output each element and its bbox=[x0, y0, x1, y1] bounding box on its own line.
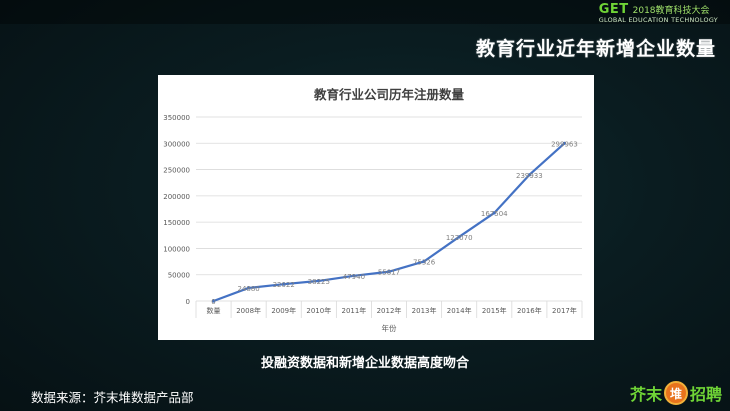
data-point bbox=[282, 282, 286, 286]
data-label: 122070 bbox=[446, 234, 473, 242]
data-source: 数据来源：芥末堆数据产品部 bbox=[31, 390, 194, 405]
x-tick-label: 2009年 bbox=[271, 306, 296, 315]
logo-mark: GET bbox=[598, 2, 629, 17]
x-tick-label: 2017年 bbox=[552, 306, 577, 315]
data-point bbox=[422, 259, 426, 264]
x-tick-label: 2016年 bbox=[517, 306, 542, 315]
brand-logo: 芥末 堆 招聘 bbox=[630, 381, 722, 405]
data-point bbox=[562, 141, 567, 145]
data-label: 32022 bbox=[273, 281, 295, 289]
y-tick-label: 150000 bbox=[163, 219, 190, 227]
x-tick-label: 2012年 bbox=[377, 306, 402, 315]
data-point bbox=[457, 235, 461, 239]
data-label: 0 bbox=[211, 298, 215, 306]
top-bar bbox=[0, 0, 730, 24]
x-tick-label: 2010年 bbox=[306, 306, 331, 315]
data-point bbox=[247, 286, 251, 290]
y-tick-label: 50000 bbox=[168, 272, 190, 280]
y-tick-label: 300000 bbox=[163, 140, 190, 148]
y-tick-label: 350000 bbox=[163, 114, 190, 122]
logo-subtitle: 2018教育科技大会 bbox=[632, 6, 710, 16]
data-label: 47940 bbox=[343, 273, 365, 281]
brand-badge: 堆 bbox=[663, 381, 688, 405]
y-tick-label: 250000 bbox=[163, 167, 190, 175]
data-label: 38225 bbox=[308, 278, 330, 286]
x-tick-label: 2014年 bbox=[447, 306, 472, 315]
x-tick-label: 数量 bbox=[207, 306, 221, 315]
brand-text-2: 招聘 bbox=[689, 385, 722, 404]
data-label: 75326 bbox=[413, 258, 436, 266]
data-label: 239933 bbox=[516, 172, 543, 180]
y-tick-label: 0 bbox=[186, 298, 190, 306]
x-tick-label: 2015年 bbox=[482, 306, 507, 315]
data-label: 24880 bbox=[237, 285, 259, 293]
line-chart: 教育行业公司历年注册数量 0 50000 100000 150000 200000 2500… bbox=[163, 87, 583, 333]
x-tick-label: 2008年 bbox=[236, 306, 261, 315]
y-tick-label: 100000 bbox=[163, 245, 190, 253]
data-label: 299963 bbox=[551, 140, 578, 148]
x-tick-label: 2011年 bbox=[341, 306, 366, 315]
data-label: 55817 bbox=[378, 269, 400, 277]
y-tick-label: 200000 bbox=[163, 193, 190, 201]
data-point bbox=[527, 173, 531, 177]
logo-english-name: GLOBAL EDUCATION TECHNOLOGY bbox=[598, 16, 718, 24]
chart-title: 教育行业公司历年注册数量 bbox=[313, 87, 465, 102]
data-point bbox=[352, 274, 356, 278]
event-logo: GET 2018教育科技大会 GLOBAL EDUCATION TECHNOLO… bbox=[599, 2, 718, 24]
x-axis-title: 年份 bbox=[382, 323, 397, 333]
chart-card: 教育行业公司历年注册数量 0 50000 100000 150000 200000 2500… bbox=[158, 75, 594, 340]
data-point bbox=[317, 279, 321, 283]
brand-text-1: 芥末 bbox=[629, 385, 662, 404]
chart-caption: 投融资数据和新增企业数据高度吻合 bbox=[260, 356, 469, 371]
x-tick-label: 2013年 bbox=[412, 306, 437, 315]
data-point bbox=[492, 211, 496, 215]
data-point bbox=[387, 270, 391, 274]
slide-title: 教育行业近年新增企业数量 bbox=[475, 38, 716, 60]
data-label: 167504 bbox=[481, 210, 508, 218]
data-point bbox=[211, 299, 216, 303]
